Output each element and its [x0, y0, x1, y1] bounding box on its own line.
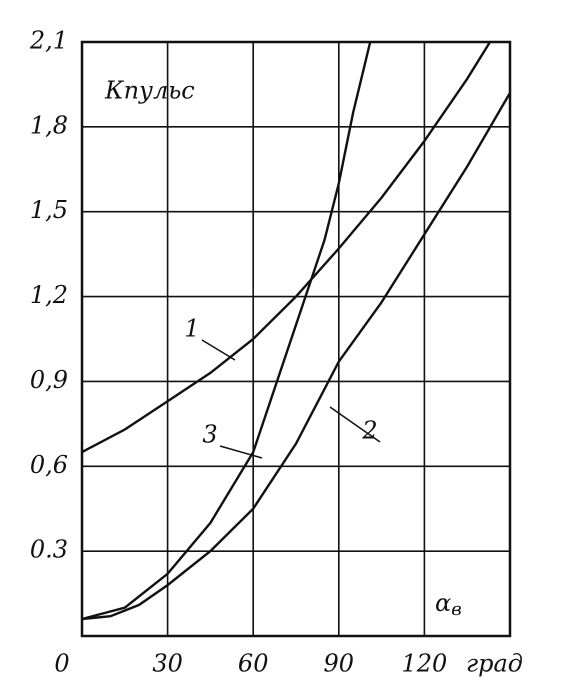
y-tick-label: 0,6 — [30, 451, 68, 479]
curve — [81, 92, 512, 621]
x-tick-label: 60 — [238, 650, 269, 678]
plot-frame — [80, 40, 512, 638]
x-tick-label: 30 — [152, 650, 183, 678]
y-tick-label: 1,8 — [30, 111, 68, 139]
curve-label: 1 — [184, 315, 199, 343]
x-tick-label: 0 — [54, 650, 69, 678]
curve-leader — [219, 445, 263, 459]
curve-leader — [329, 406, 381, 443]
x-tick-label: 120 — [401, 650, 447, 678]
y-tick-label: 0,9 — [30, 366, 68, 394]
curve — [81, 41, 372, 621]
x-axis-symbol: α — [435, 589, 451, 617]
curve — [81, 41, 492, 454]
x-axis-label: αв — [435, 589, 462, 621]
y-axis-label: Кпульс — [104, 77, 195, 105]
curve-label: 3 — [202, 421, 217, 449]
x-unit-label: град — [466, 650, 523, 678]
y-tick-label: 2,1 — [29, 27, 68, 55]
curve-label: 2 — [361, 417, 377, 445]
x-tick-label: 90 — [324, 650, 355, 678]
x-axis-subscript: в — [451, 599, 461, 620]
y-tick-label: 1,2 — [30, 281, 68, 309]
y-tick-label: 0.3 — [30, 536, 68, 564]
y-tick-label: 1,5 — [30, 196, 68, 224]
curve-leader — [201, 339, 236, 361]
